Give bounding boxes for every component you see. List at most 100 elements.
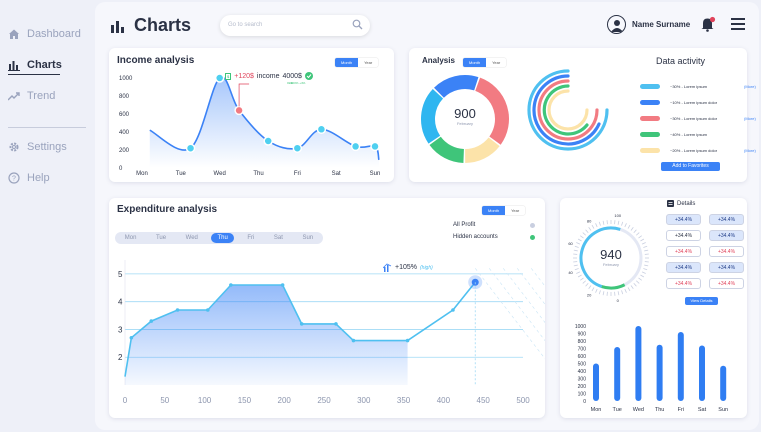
sidebar-item-label: Help bbox=[27, 172, 50, 184]
income-period-toggle[interactable]: Month Year bbox=[335, 58, 379, 67]
gauge-tick bbox=[585, 282, 589, 287]
gauge-tick bbox=[641, 271, 646, 274]
sidebar-item-trend[interactable]: Trend bbox=[8, 90, 55, 102]
gauge-tick bbox=[640, 274, 645, 278]
gauge-tick bbox=[602, 291, 605, 296]
gauge-tick bbox=[638, 235, 642, 239]
activity-row: ~30% - Lorem ipsum (More) bbox=[640, 84, 756, 89]
expenditure-point bbox=[405, 338, 410, 343]
ring-2 bbox=[532, 74, 601, 146]
y-tick-label: 900 bbox=[578, 332, 587, 338]
y-tick-label: 4 bbox=[118, 298, 123, 307]
activity-more-link[interactable]: (More) bbox=[744, 148, 756, 153]
analysis-period-toggle[interactable]: Month Year bbox=[463, 58, 507, 67]
gauge-tick bbox=[591, 224, 595, 229]
avatar[interactable] bbox=[607, 15, 626, 34]
sidebar-item-label: Dashboard bbox=[27, 28, 81, 40]
sidebar-item-settings[interactable]: Settings bbox=[8, 141, 67, 153]
y-tick-label: 200 bbox=[119, 148, 130, 154]
gauge-tick bbox=[624, 223, 627, 228]
gauge-tick bbox=[573, 249, 578, 252]
y-tick-label: 3 bbox=[118, 325, 123, 334]
gauge-tick bbox=[574, 268, 579, 271]
details-title: Details bbox=[667, 200, 695, 207]
bar-chart-icon bbox=[8, 61, 20, 71]
toggle-year[interactable]: Year bbox=[358, 58, 379, 67]
y-tick-label: 300 bbox=[578, 377, 587, 383]
x-tick-label: 350 bbox=[397, 396, 411, 405]
toggle-month[interactable]: Month bbox=[463, 58, 487, 67]
active-underline bbox=[8, 74, 60, 75]
expenditure-period-toggle[interactable]: Month Year bbox=[482, 206, 526, 215]
toggle-month[interactable]: Month bbox=[482, 206, 506, 215]
analysis-donut-chart bbox=[421, 75, 509, 163]
annotation-label: (high) bbox=[420, 264, 433, 271]
details-pill: +34.4% bbox=[666, 246, 701, 257]
gear-icon bbox=[9, 142, 19, 152]
tooltip-amount: +120$ bbox=[234, 72, 254, 80]
search-icon[interactable] bbox=[352, 19, 363, 30]
y-tick-label: 100 bbox=[578, 392, 587, 398]
details-pill: +34.4% bbox=[709, 262, 744, 273]
legend-dot-all-profit bbox=[530, 223, 535, 228]
tooltip-connector bbox=[238, 83, 250, 107]
activity-more-link[interactable]: (More) bbox=[744, 84, 756, 89]
gauge-tick bbox=[633, 229, 637, 234]
gauge-tick bbox=[617, 291, 620, 296]
bar bbox=[677, 332, 684, 401]
sidebar-divider bbox=[8, 127, 86, 128]
toggle-year[interactable]: Year bbox=[486, 58, 507, 67]
day-tab-wed[interactable]: Wed bbox=[185, 235, 198, 241]
forecast-hatch bbox=[503, 268, 545, 323]
x-tick-label: Fri bbox=[678, 407, 684, 413]
expenditure-point bbox=[451, 308, 455, 312]
y-tick-label: 1000 bbox=[119, 76, 133, 82]
bell-icon[interactable] bbox=[700, 16, 716, 32]
sidebar-item-charts[interactable]: Charts bbox=[8, 59, 62, 71]
expenditure-point bbox=[229, 283, 233, 287]
day-tab-tue[interactable]: Tue bbox=[155, 235, 167, 241]
x-tick-label: 400 bbox=[437, 396, 451, 405]
activity-color-pill bbox=[640, 84, 660, 89]
gauge-label: February bbox=[602, 262, 619, 267]
day-tab-sat[interactable]: Sat bbox=[273, 235, 283, 241]
day-tab-fri[interactable]: Fri bbox=[247, 235, 255, 241]
details-pill: +34.4% bbox=[709, 246, 744, 257]
x-tick-label: 100 bbox=[198, 396, 212, 405]
search-input[interactable]: Go to search bbox=[220, 15, 370, 36]
income-area bbox=[149, 77, 379, 168]
menu-icon[interactable] bbox=[731, 18, 745, 30]
user-profile[interactable]: Name Surname bbox=[607, 15, 690, 34]
svg-text:?: ? bbox=[12, 176, 16, 183]
sidebar-item-help[interactable]: ? Help bbox=[8, 172, 50, 184]
income-point bbox=[370, 141, 380, 152]
income-point bbox=[350, 141, 361, 152]
details-pill: +34.4% bbox=[709, 214, 744, 225]
expenditure-point bbox=[129, 335, 134, 340]
toggle-month[interactable]: Month bbox=[335, 58, 359, 67]
sidebar-item-label: Settings bbox=[27, 141, 67, 153]
activity-text: ~30% - Lorem ipsum bbox=[670, 84, 708, 89]
details-pill: +34.4% bbox=[666, 262, 701, 273]
donut-hole bbox=[441, 95, 489, 143]
day-tab-mon[interactable]: Mon bbox=[124, 235, 137, 241]
details-pill: +34.4% bbox=[666, 230, 701, 241]
toggle-year[interactable]: Year bbox=[505, 206, 526, 215]
view-details-button[interactable]: View Details bbox=[685, 297, 718, 305]
add-to-favorites-button[interactable]: Add to Favorites bbox=[661, 162, 720, 171]
day-tab-sun[interactable]: Sun bbox=[302, 235, 314, 241]
gauge-value: 940 bbox=[600, 247, 622, 262]
sidebar-item-dashboard[interactable]: Dashboard bbox=[8, 28, 81, 40]
day-tab-thu[interactable]: Thu bbox=[211, 233, 234, 243]
activity-text: ~20% - Lorem ipsum dolor bbox=[670, 148, 718, 153]
tooltip-note: +100% +4% bbox=[289, 81, 306, 85]
activity-row: ~30% - Lorem ipsum dolor (More) bbox=[640, 116, 756, 121]
x-tick-label: Mon bbox=[591, 407, 602, 413]
activity-row: ~40% - Lorem ipsum bbox=[640, 132, 730, 137]
gauge-tick bbox=[635, 280, 640, 284]
y-tick-label: 400 bbox=[578, 369, 587, 375]
activity-more-link[interactable]: (More) bbox=[744, 116, 756, 121]
income-title: Income analysis bbox=[117, 55, 195, 66]
sidebar-item-label: Trend bbox=[27, 90, 56, 102]
